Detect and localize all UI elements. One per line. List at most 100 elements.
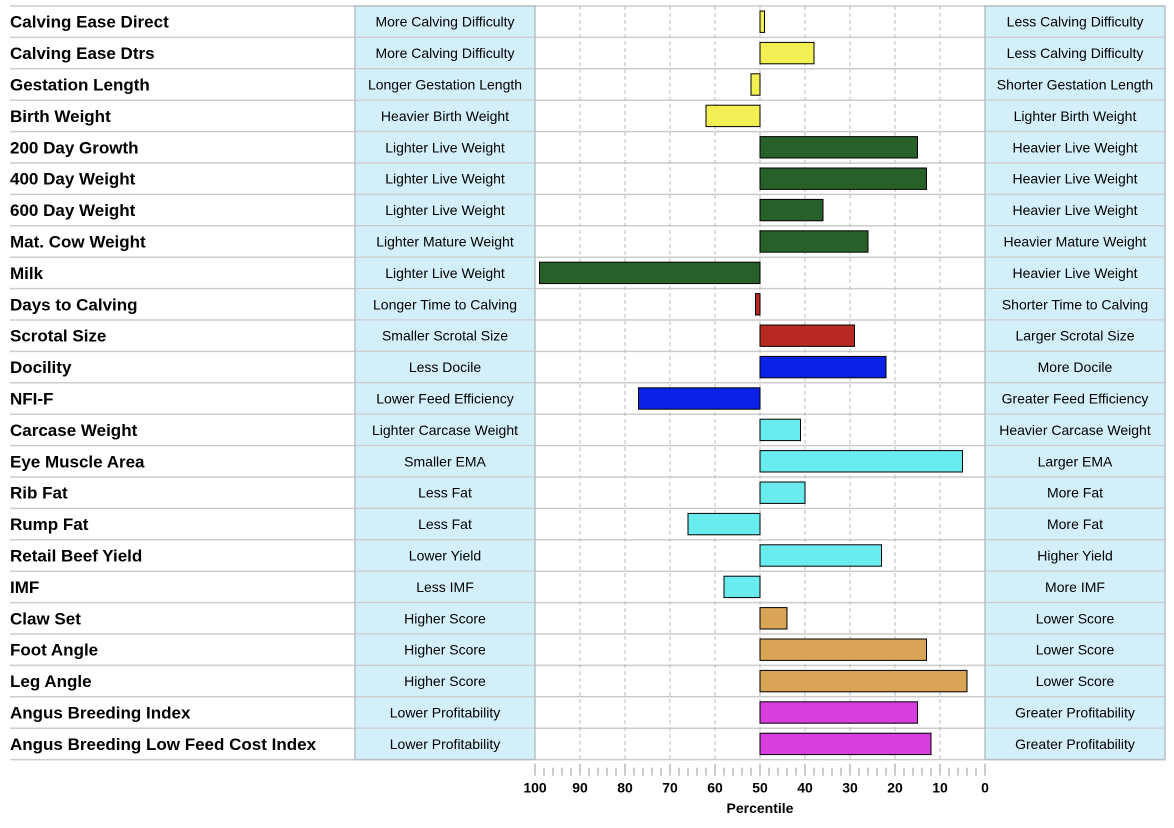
- right-descriptor: More Docile: [1038, 359, 1113, 375]
- left-descriptor: Higher Score: [404, 673, 486, 689]
- trait-label: Docility: [10, 358, 72, 377]
- right-desc-box: [985, 6, 1165, 37]
- trait-label: Rib Fat: [10, 484, 68, 503]
- left-descriptor: Smaller EMA: [404, 453, 486, 469]
- right-descriptor: Larger EMA: [1038, 453, 1113, 469]
- right-desc-box: [985, 69, 1165, 100]
- right-desc-box: [985, 697, 1165, 728]
- right-descriptor: Greater Feed Efficiency: [1002, 391, 1149, 407]
- left-desc-box: [355, 289, 535, 320]
- right-desc-box: [985, 132, 1165, 163]
- left-desc-box: [355, 351, 535, 383]
- right-desc-box: [985, 257, 1165, 289]
- right-descriptor: Shorter Time to Calving: [1002, 296, 1148, 312]
- right-desc-box: [985, 194, 1165, 226]
- left-descriptor: Less Fat: [418, 485, 472, 501]
- x-tick-label: 20: [887, 780, 903, 796]
- right-descriptor: Less Calving Difficulty: [1007, 45, 1144, 61]
- right-descriptor: Heavier Live Weight: [1012, 171, 1137, 187]
- trait-label: Gestation Length: [10, 76, 150, 95]
- trait-label: Scrotal Size: [10, 327, 106, 346]
- right-desc-box: [985, 446, 1165, 477]
- trait-label: Foot Angle: [10, 641, 98, 660]
- left-desc-box: [355, 728, 535, 760]
- x-tick-label: 40: [797, 780, 813, 796]
- bar: [759, 136, 918, 159]
- left-descriptor: Less Docile: [409, 359, 482, 375]
- x-tick-label: 90: [572, 780, 588, 796]
- left-desc-box: [355, 508, 535, 540]
- left-desc-box: [355, 414, 535, 446]
- left-descriptor: More Calving Difficulty: [375, 14, 514, 30]
- trait-label: Leg Angle: [10, 672, 92, 691]
- right-desc-box: [985, 571, 1165, 603]
- bar: [759, 732, 932, 756]
- left-descriptor: Lower Profitability: [390, 736, 501, 752]
- trait-label: 400 Day Weight: [10, 170, 136, 189]
- bar: [705, 104, 761, 128]
- trait-label: Eye Muscle Area: [10, 452, 145, 471]
- bar: [759, 418, 801, 442]
- trait-label: Birth Weight: [10, 107, 111, 126]
- trait-label: Milk: [10, 264, 44, 283]
- trait-label: Retail Beef Yield: [10, 547, 142, 566]
- left-desc-box: [355, 697, 535, 728]
- right-descriptor: Lower Score: [1036, 610, 1115, 626]
- x-tick-label: 80: [617, 780, 633, 796]
- x-tick-label: 30: [842, 780, 858, 796]
- bar: [759, 198, 824, 222]
- left-desc-box: [355, 69, 535, 100]
- right-desc-box: [985, 320, 1165, 351]
- left-desc-box: [355, 540, 535, 571]
- right-descriptor: Heavier Live Weight: [1012, 265, 1137, 281]
- left-descriptor: Heavier Birth Weight: [381, 108, 509, 124]
- right-descriptor: Larger Scrotal Size: [1015, 328, 1134, 344]
- left-desc-box: [355, 634, 535, 665]
- left-desc-box: [355, 226, 535, 257]
- left-desc-box: [355, 477, 535, 508]
- x-tick-label: 0: [981, 780, 989, 796]
- bar: [759, 167, 927, 190]
- left-desc-box: [355, 194, 535, 226]
- left-descriptor: Less Fat: [418, 516, 472, 532]
- right-desc-box: [985, 508, 1165, 540]
- right-desc-box: [985, 351, 1165, 383]
- bar: [750, 73, 761, 96]
- right-descriptor: Heavier Carcase Weight: [999, 422, 1151, 438]
- right-descriptor: Heavier Live Weight: [1012, 202, 1137, 218]
- left-descriptor: Lighter Live Weight: [385, 171, 505, 187]
- bar: [759, 355, 887, 379]
- trait-label: IMF: [10, 578, 39, 597]
- right-column-border: [984, 5, 1166, 761]
- left-descriptor: Lower Feed Efficiency: [376, 391, 513, 407]
- right-descriptor: Lower Score: [1036, 673, 1115, 689]
- right-desc-box: [985, 603, 1165, 634]
- right-descriptor: Less Calving Difficulty: [1007, 14, 1144, 30]
- left-descriptor: Less IMF: [416, 579, 474, 595]
- left-column-border: [354, 5, 536, 761]
- right-descriptor: More Fat: [1047, 485, 1103, 501]
- trait-label: Calving Ease Dtrs: [10, 44, 155, 63]
- trait-label: Claw Set: [10, 609, 81, 628]
- left-descriptor: Smaller Scrotal Size: [382, 328, 508, 344]
- x-axis: 100 90 80 70 60 50 40 30 20 10 0: [523, 763, 989, 796]
- right-desc-box: [985, 163, 1165, 194]
- right-descriptor: Lighter Birth Weight: [1014, 108, 1137, 124]
- bar: [759, 701, 918, 724]
- left-desc-box: [355, 446, 535, 477]
- bar: [759, 230, 869, 253]
- bar: [759, 638, 927, 661]
- x-tick-label: 60: [707, 780, 723, 796]
- right-descriptor: Shorter Gestation Length: [997, 77, 1153, 93]
- x-tick-label: 50: [752, 780, 768, 796]
- left-descriptor: Higher Score: [404, 610, 486, 626]
- trait-label: Calving Ease Direct: [10, 13, 169, 32]
- left-desc-box: [355, 603, 535, 634]
- right-desc-box: [985, 665, 1165, 697]
- right-desc-box: [985, 100, 1165, 132]
- right-desc-box: [985, 383, 1165, 414]
- chart-rows: Calving Ease Direct More Calving Difficul…: [10, 5, 1166, 761]
- bar: [539, 261, 761, 285]
- left-desc-box: [355, 163, 535, 194]
